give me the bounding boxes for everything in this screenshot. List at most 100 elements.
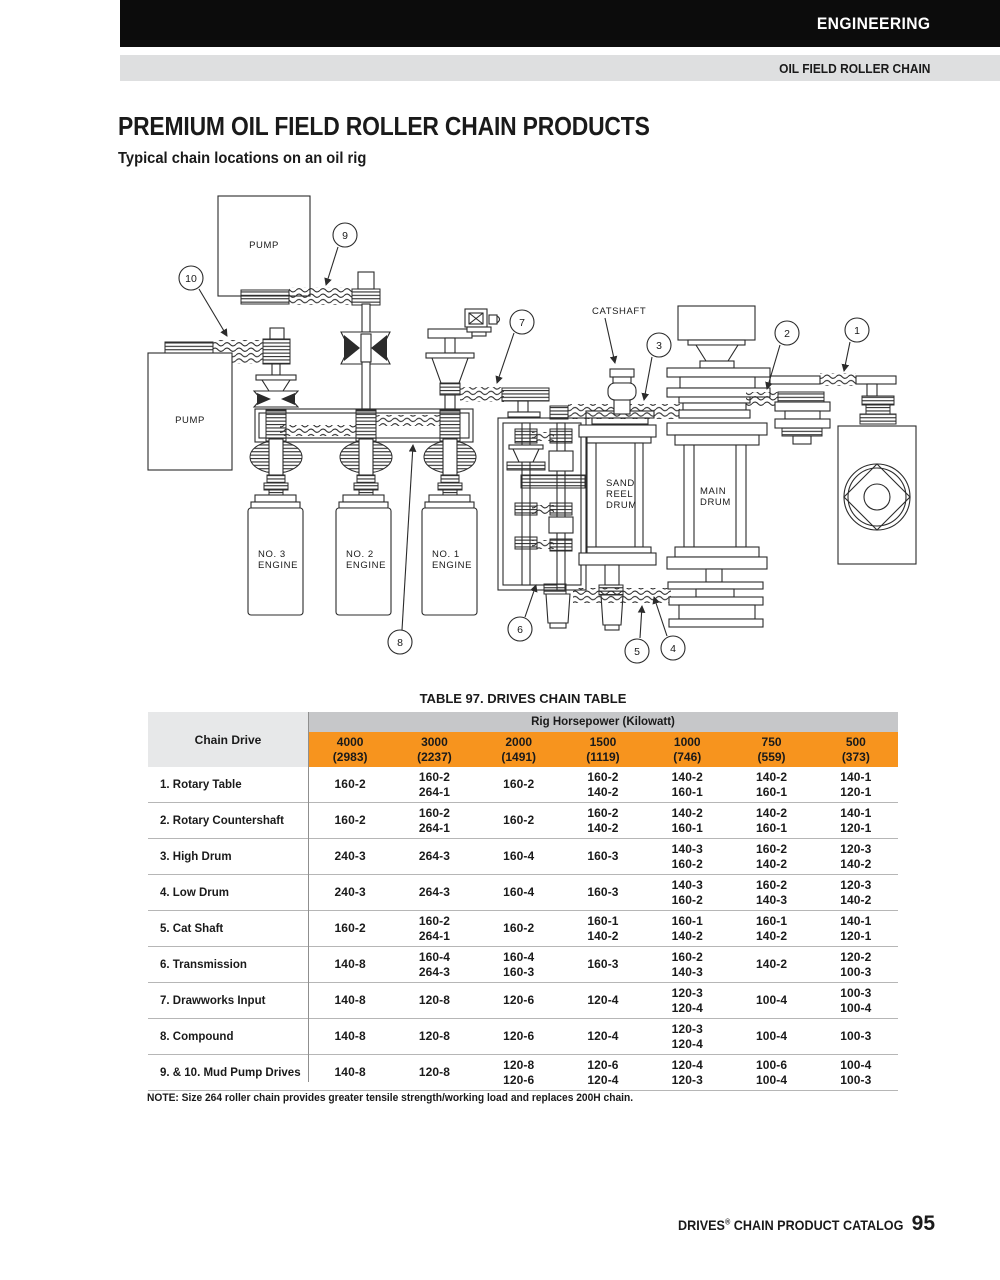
callout-6: 6 (507, 584, 538, 642)
svg-text:ENGINE: ENGINE (432, 560, 472, 571)
table-cell: 160-2 (334, 777, 366, 792)
table-cell: 140-1 120-1 (840, 770, 872, 799)
table-cell: 100-6 100-4 (755, 1058, 788, 1087)
table-cell: 140-8 (334, 1065, 366, 1080)
main-drum: MAIN DRUM (666, 422, 768, 628)
table-cell: 160-3 (587, 885, 619, 900)
pump-left-box: PUMP (147, 352, 233, 471)
table-row: 8. Compound 140-8 120-8 120-6 120-4 120-3 120… (148, 1019, 898, 1055)
engine-3-label: NO. 3 (258, 549, 286, 560)
table-cell: 120-8 (418, 1065, 451, 1080)
table-cell: 100-3 (840, 1029, 872, 1044)
callout-5: 5 (624, 605, 650, 664)
computer-icon (464, 308, 501, 337)
table-cell: 120-8 120-6 (503, 1058, 535, 1087)
callout-4: 4 (652, 596, 686, 661)
engine-2-label: NO. 2 (346, 549, 374, 560)
table-cell: 100-3 100-4 (840, 986, 872, 1015)
table-cell: 160-3 (587, 957, 619, 972)
table-cell: 140-8 (334, 1029, 366, 1044)
sand-reel-drum-label: SAND (606, 478, 635, 489)
hp-column-header: 750 (559) (757, 734, 786, 764)
row-label: 8. Compound (160, 1030, 234, 1043)
table-cell: 140-2 160-1 (671, 806, 703, 835)
table-cell: 160-2 264-1 (418, 806, 451, 835)
catshaft-label: CATSHAFT (592, 306, 646, 317)
registered-mark: ® (725, 1217, 731, 1227)
table-cell: 160-2 140-3 (755, 878, 788, 907)
table-cell: 160-4 (503, 849, 535, 864)
table-row: 4. Low Drum 240-3 264-3 160-4 160-3 140-3 160… (148, 875, 898, 911)
table-cell: 160-2 (334, 813, 366, 828)
table-cell: 120-3 140-2 (840, 878, 872, 907)
engine-1-label: NO. 1 (432, 549, 460, 560)
table-cell: 120-4 (587, 1029, 619, 1044)
drawworks-input-chain-7 (460, 387, 550, 418)
header-subsection-label: OIL FIELD ROLLER CHAIN (778, 60, 930, 76)
page-footer: DRIVES® CHAIN PRODUCT CATALOG 95 (653, 1212, 935, 1236)
pump-top-label: PUMP (249, 240, 279, 251)
svg-text:9: 9 (342, 230, 348, 242)
shaft-1-assembly (252, 363, 300, 408)
table-cell: 140-2 160-1 (755, 806, 788, 835)
table-cell: 120-6 (503, 1029, 535, 1044)
engine-1-box: NO. 1 ENGINE (421, 494, 478, 616)
callout-7: 7 (495, 309, 535, 384)
table-cell: 140-8 (334, 957, 366, 972)
table-cell: 120-3 120-4 (671, 986, 703, 1015)
rig-horsepower-header: Rig Horsepower (Kilowatt) (308, 712, 898, 732)
table-cell: 140-1 120-1 (840, 914, 872, 943)
page-title: PREMIUM OIL FIELD ROLLER CHAIN PRODUCTS (118, 111, 650, 141)
table-title: TABLE 97. DRIVES CHAIN TABLE (419, 691, 627, 706)
callout-8: 8 (387, 444, 417, 655)
table-cell: 160-2 (334, 921, 366, 936)
hp-column-header: 2000 (1491) (501, 734, 537, 764)
row-label: 4. Low Drum (160, 886, 230, 899)
table-cell: 100-4 (755, 993, 788, 1008)
pump-left-label: PUMP (175, 415, 205, 426)
callout-3: 3 (641, 332, 672, 401)
engine-clutches (249, 438, 477, 503)
main-drum-chain-2 (746, 391, 831, 445)
mud-pump-chain-9 (240, 271, 381, 306)
rotary-table (837, 425, 917, 565)
svg-text:6: 6 (517, 624, 523, 636)
callout-10: 10 (178, 265, 228, 337)
table-cell: 240-3 (334, 885, 366, 900)
table-cell: 120-8 (418, 993, 451, 1008)
table-row: 6. Transmission 140-8 160-4 264-3 160-4 160… (148, 947, 898, 983)
table-cell: 160-2 140-2 (587, 806, 619, 835)
table-cell: 120-4 120-3 (671, 1058, 703, 1087)
callout-2: 2 (765, 320, 800, 390)
table-cell: 100-4 100-3 (840, 1058, 872, 1087)
row-label: 6. Transmission (160, 958, 247, 971)
svg-text:8: 8 (397, 637, 403, 649)
header-section-label: ENGINEERING (816, 13, 930, 33)
svg-text:10: 10 (185, 273, 197, 285)
catalog-name: DRIVES® CHAIN PRODUCT CATALOG (678, 1217, 904, 1233)
table-row: 3. High Drum 240-3 264-3 160-4 160-3 140-3 16… (148, 839, 898, 875)
hp-column-header: 3000 (2237) (417, 734, 452, 764)
table-column-divider (308, 712, 309, 1082)
table-cell: 160-1 140-2 (671, 914, 703, 943)
pump-top-box: PUMP (217, 195, 311, 297)
table-cell: 140-1 120-1 (840, 806, 872, 835)
table-cell: 120-4 (587, 993, 619, 1008)
table-cell: 160-4 264-3 (418, 950, 451, 979)
shaft-3-assembly (425, 328, 475, 410)
hp-columns: 4000 (2983) 3000 (2237) 2000 (1491) 1500 (1119)… (308, 732, 898, 767)
table-cell: 264-3 (418, 849, 451, 864)
table-cell: 264-3 (418, 885, 451, 900)
row-label: 9. & 10. Mud Pump Drives (160, 1066, 301, 1079)
table-cell: 120-6 120-4 (587, 1058, 619, 1087)
table-cell: 120-2 100-3 (840, 950, 872, 979)
table-note: NOTE: Size 264 roller chain provides gre… (147, 1092, 634, 1104)
header-gray-band: OIL FIELD ROLLER CHAIN (120, 55, 1000, 81)
table-cell: 160-2 (503, 813, 535, 828)
table-cell: 140-2 (755, 957, 788, 972)
row-label: 7. Drawworks Input (160, 994, 266, 1007)
table-row: 2. Rotary Countershaft 160-2 160-2 264-1 16… (148, 803, 898, 839)
table-row: 7. Drawworks Input 140-8 120-8 120-6 120-4 12… (148, 983, 898, 1019)
table-cell: 120-3 140-2 (840, 842, 872, 871)
row-label: 5. Cat Shaft (160, 922, 224, 935)
